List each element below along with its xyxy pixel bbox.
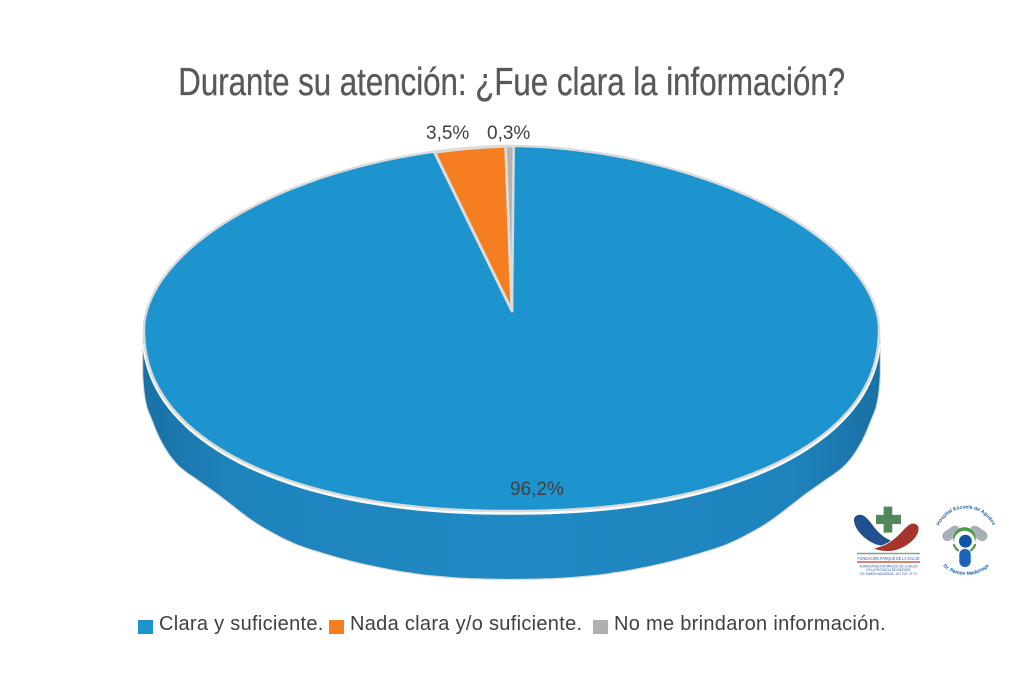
svg-text:FUNDACIÓN PARQUE DE LA SALUD: FUNDACIÓN PARQUE DE LA SALUD: [858, 555, 920, 562]
svg-text:ADMINISTRACIÓN PARQUE DE LA SA: ADMINISTRACIÓN PARQUE DE LA SALUD: [860, 564, 918, 569]
svg-text:DR. RAMÓN MADARIAGA - LEY XVII: DR. RAMÓN MADARIAGA - LEY XVII - Nº 70: [861, 571, 917, 576]
svg-text:DE LA PROVINCIA DE MISIONES: DE LA PROVINCIA DE MISIONES: [867, 568, 912, 572]
svg-text:Hospital Escuela de Agudos: Hospital Escuela de Agudos: [936, 504, 997, 526]
